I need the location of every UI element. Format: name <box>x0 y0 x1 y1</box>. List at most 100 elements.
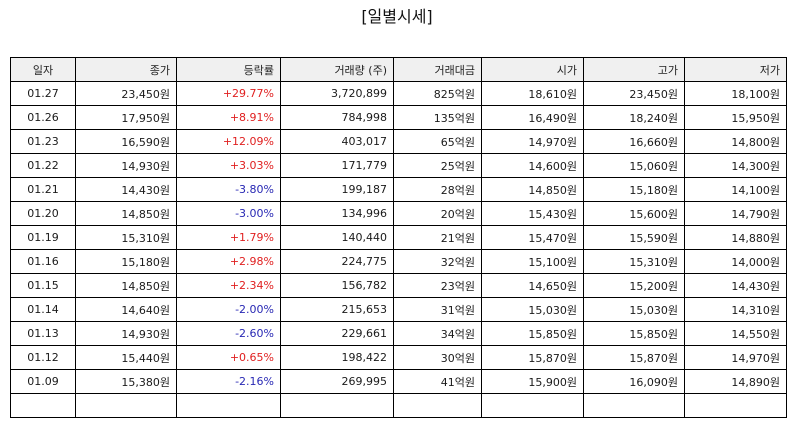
cell-trade-amount: 41억원 <box>393 369 482 394</box>
cell-trade-amount: 23억원 <box>393 273 482 298</box>
cell-open: 14,850원 <box>481 177 584 202</box>
cell-trade-amount: 32억원 <box>393 249 482 274</box>
cell-high: 15,870원 <box>583 345 685 370</box>
cell-change-rate <box>176 393 281 418</box>
cell-date: 01.09 <box>10 369 76 394</box>
table-row: 01.21 14,430원 -3.80% 199,187 28억원 14,850원 15,1… <box>10 177 787 202</box>
cell-close: 17,950원 <box>75 105 177 130</box>
cell-close: 15,310원 <box>75 225 177 250</box>
cell-date <box>10 393 76 418</box>
cell-high: 15,310원 <box>583 249 685 274</box>
cell-volume: 215,653 <box>280 297 394 322</box>
table-row: 01.22 14,930원 +3.03% 171,779 25억원 14,600원 15,0… <box>10 153 787 178</box>
cell-change-rate: +3.03% <box>176 153 281 178</box>
cell-change-rate: +12.09% <box>176 129 281 154</box>
header-date: 일자 <box>10 57 76 82</box>
header-trade-amount: 거래대금 <box>393 57 482 82</box>
cell-change-rate: +1.79% <box>176 225 281 250</box>
cell-low: 14,790원 <box>684 201 787 226</box>
cell-low: 15,950원 <box>684 105 787 130</box>
cell-change-rate: +29.77% <box>176 81 281 106</box>
cell-low <box>684 393 787 418</box>
cell-open: 15,430원 <box>481 201 584 226</box>
cell-open: 15,870원 <box>481 345 584 370</box>
table-row <box>10 393 787 418</box>
cell-date: 01.27 <box>10 81 76 106</box>
cell-date: 01.15 <box>10 273 76 298</box>
cell-high: 16,660원 <box>583 129 685 154</box>
table-row: 01.23 16,590원 +12.09% 403,017 65억원 14,970원 16,… <box>10 129 787 154</box>
cell-low: 14,880원 <box>684 225 787 250</box>
table-row: 01.20 14,850원 -3.00% 134,996 20억원 15,430원 15,6… <box>10 201 787 226</box>
cell-low: 14,550원 <box>684 321 787 346</box>
cell-trade-amount: 65억원 <box>393 129 482 154</box>
table-row: 01.14 14,640원 -2.00% 215,653 31억원 15,030원 15,0… <box>10 297 787 322</box>
cell-change-rate: +8.91% <box>176 105 281 130</box>
cell-close: 16,590원 <box>75 129 177 154</box>
cell-change-rate: +0.65% <box>176 345 281 370</box>
cell-open: 18,610원 <box>481 81 584 106</box>
cell-trade-amount: 825억원 <box>393 81 482 106</box>
cell-trade-amount: 34억원 <box>393 321 482 346</box>
cell-open: 15,470원 <box>481 225 584 250</box>
cell-change-rate: +2.98% <box>176 249 281 274</box>
cell-low: 14,100원 <box>684 177 787 202</box>
cell-trade-amount <box>393 393 482 418</box>
cell-high: 15,850원 <box>583 321 685 346</box>
cell-high <box>583 393 685 418</box>
cell-open: 14,650원 <box>481 273 584 298</box>
daily-price-table: 일자 종가 등락률 거래량 (주) 거래대금 시가 고가 저가 01.27 23,… <box>10 57 787 418</box>
header-close: 종가 <box>75 57 177 82</box>
cell-high: 18,240원 <box>583 105 685 130</box>
table-row: 01.13 14,930원 -2.60% 229,661 34억원 15,850원 15,8… <box>10 321 787 346</box>
header-low: 저가 <box>684 57 787 82</box>
cell-close <box>75 393 177 418</box>
cell-open: 14,600원 <box>481 153 584 178</box>
header-change-rate: 등락률 <box>176 57 281 82</box>
cell-volume: 198,422 <box>280 345 394 370</box>
cell-high: 15,030원 <box>583 297 685 322</box>
cell-volume: 156,782 <box>280 273 394 298</box>
cell-trade-amount: 135억원 <box>393 105 482 130</box>
cell-date: 01.12 <box>10 345 76 370</box>
header-open: 시가 <box>481 57 584 82</box>
cell-volume: 229,661 <box>280 321 394 346</box>
cell-volume: 224,775 <box>280 249 394 274</box>
cell-open: 16,490원 <box>481 105 584 130</box>
cell-close: 14,430원 <box>75 177 177 202</box>
cell-open: 15,850원 <box>481 321 584 346</box>
cell-close: 23,450원 <box>75 81 177 106</box>
cell-open: 15,900원 <box>481 369 584 394</box>
cell-volume: 784,998 <box>280 105 394 130</box>
cell-date: 01.16 <box>10 249 76 274</box>
cell-low: 14,300원 <box>684 153 787 178</box>
cell-low: 14,890원 <box>684 369 787 394</box>
cell-high: 15,600원 <box>583 201 685 226</box>
cell-volume: 140,440 <box>280 225 394 250</box>
table-row: 01.26 17,950원 +8.91% 784,998 135억원 16,490원 18,… <box>10 105 787 130</box>
table-row: 01.27 23,450원 +29.77% 3,720,899 825억원 18,610원… <box>10 81 787 106</box>
cell-high: 15,060원 <box>583 153 685 178</box>
table-row: 01.19 15,310원 +1.79% 140,440 21억원 15,470원 15,5… <box>10 225 787 250</box>
cell-close: 14,850원 <box>75 273 177 298</box>
cell-low: 18,100원 <box>684 81 787 106</box>
cell-volume: 134,996 <box>280 201 394 226</box>
cell-high: 15,180원 <box>583 177 685 202</box>
cell-low: 14,430원 <box>684 273 787 298</box>
cell-high: 15,590원 <box>583 225 685 250</box>
header-high: 고가 <box>583 57 685 82</box>
table-row: 01.16 15,180원 +2.98% 224,775 32억원 15,100원 15,3… <box>10 249 787 274</box>
cell-change-rate: -2.00% <box>176 297 281 322</box>
cell-trade-amount: 20억원 <box>393 201 482 226</box>
cell-high: 16,090원 <box>583 369 685 394</box>
cell-low: 14,970원 <box>684 345 787 370</box>
cell-trade-amount: 31억원 <box>393 297 482 322</box>
cell-change-rate: -2.60% <box>176 321 281 346</box>
table-row: 01.15 14,850원 +2.34% 156,782 23억원 14,650원 15,2… <box>10 273 787 298</box>
cell-volume: 171,779 <box>280 153 394 178</box>
cell-volume: 269,995 <box>280 369 394 394</box>
cell-volume <box>280 393 394 418</box>
cell-close: 15,180원 <box>75 249 177 274</box>
cell-open: 15,100원 <box>481 249 584 274</box>
cell-close: 14,640원 <box>75 297 177 322</box>
